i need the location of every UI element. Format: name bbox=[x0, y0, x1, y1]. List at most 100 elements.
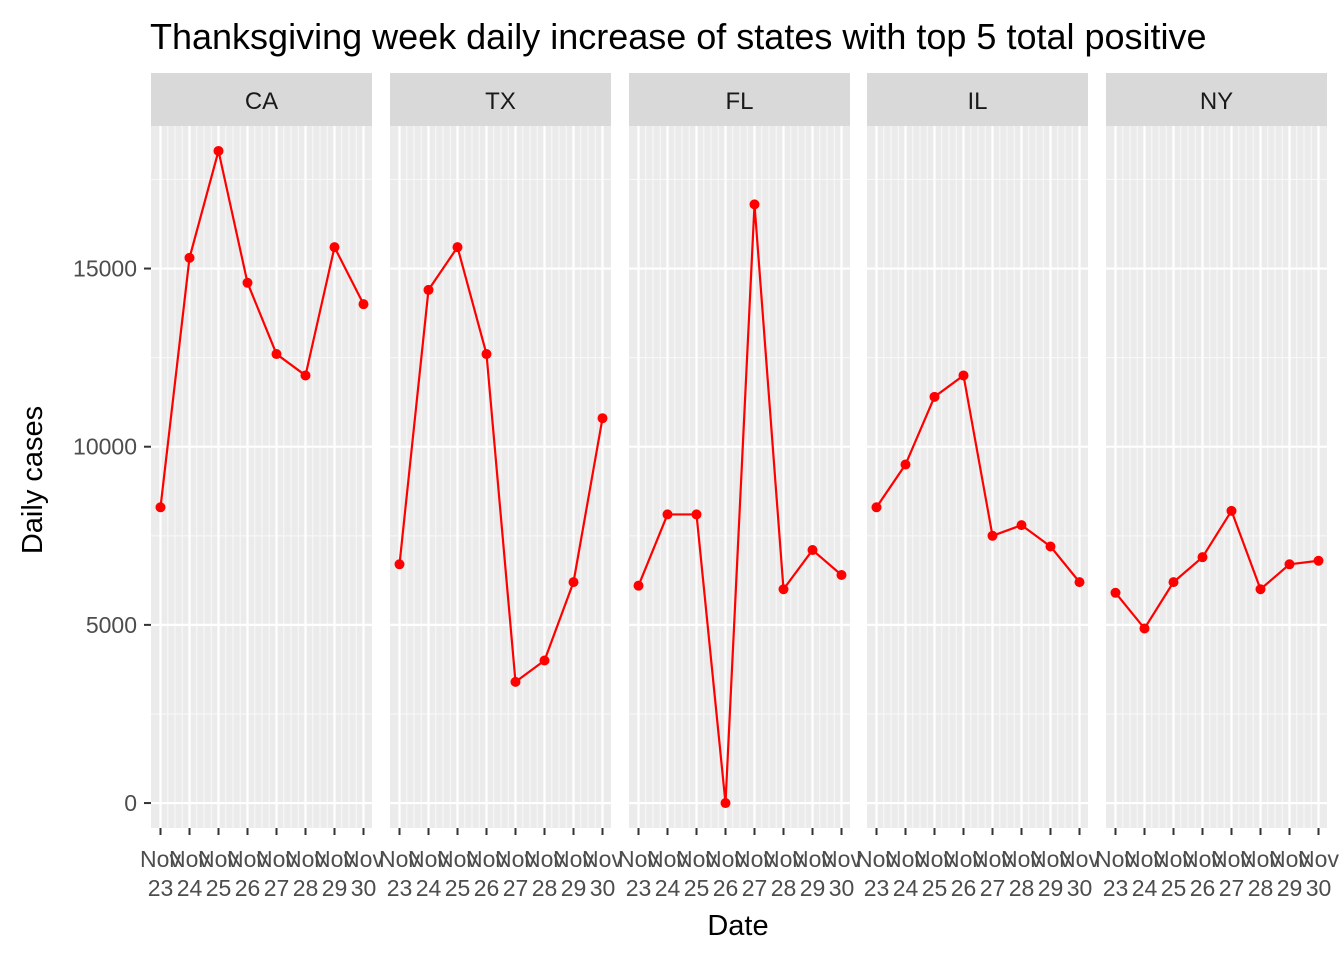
x-tick-label: Nov 25 bbox=[437, 846, 478, 901]
facet-strip bbox=[1106, 73, 1327, 126]
x-tick-label: Nov 25 bbox=[676, 846, 717, 901]
x-tick-label: Nov 27 bbox=[972, 846, 1013, 901]
x-tick-label: Nov 23 bbox=[618, 846, 659, 901]
x-tick-label: Nov 24 bbox=[408, 846, 449, 901]
data-point bbox=[662, 509, 673, 520]
data-point bbox=[242, 277, 253, 288]
x-tick-label: Nov 24 bbox=[885, 846, 926, 901]
data-point bbox=[720, 798, 731, 809]
x-tick-label: Nov 26 bbox=[943, 846, 984, 901]
x-tick-label: Nov 30 bbox=[343, 846, 384, 901]
data-point bbox=[749, 199, 760, 210]
data-point bbox=[1045, 541, 1056, 552]
data-point bbox=[1168, 577, 1179, 588]
facet-strip bbox=[390, 73, 611, 126]
x-tick-label: Nov 23 bbox=[1095, 846, 1136, 901]
data-point bbox=[1110, 587, 1121, 598]
x-tick-label: Nov 30 bbox=[1059, 846, 1100, 901]
data-point bbox=[510, 676, 521, 687]
facet-strip-label: IL bbox=[967, 88, 987, 115]
data-point bbox=[1284, 559, 1295, 570]
data-point bbox=[987, 530, 998, 541]
x-tick-label: Nov 29 bbox=[1030, 846, 1071, 901]
data-point bbox=[155, 502, 166, 513]
x-tick-label: Nov 26 bbox=[466, 846, 507, 901]
data-point bbox=[329, 242, 340, 253]
y-axis: 0 5000 10000 15000 bbox=[73, 256, 151, 816]
data-point bbox=[1074, 577, 1085, 588]
data-point bbox=[1016, 520, 1027, 531]
data-point bbox=[539, 655, 550, 666]
series-line-ca bbox=[159, 149, 365, 508]
y-axis-title: Daily cases bbox=[17, 406, 49, 554]
x-tick-label: Nov 24 bbox=[647, 846, 688, 901]
data-point bbox=[1226, 505, 1237, 516]
x-tick-label: Nov 28 bbox=[524, 846, 565, 901]
x-tick-label: Nov 24 bbox=[1124, 846, 1165, 901]
data-point bbox=[1255, 584, 1266, 595]
x-tick-label: Nov 25 bbox=[914, 846, 955, 901]
x-tick-label: Nov 26 bbox=[227, 846, 268, 901]
x-tick-label: Nov 27 bbox=[734, 846, 775, 901]
x-tick-label: Nov 29 bbox=[1269, 846, 1310, 901]
x-tick-label: Nov 30 bbox=[582, 846, 623, 901]
data-point bbox=[778, 584, 789, 595]
data-point bbox=[271, 349, 282, 360]
data-point bbox=[929, 391, 940, 402]
data-point bbox=[871, 502, 882, 513]
series-line-ny bbox=[1114, 509, 1319, 630]
facet-strip bbox=[629, 73, 850, 126]
x-tick-label: Nov 23 bbox=[856, 846, 897, 901]
x-tick-label: Nov 28 bbox=[763, 846, 804, 901]
x-tick-label: Nov 26 bbox=[1182, 846, 1223, 901]
x-tick-label: Nov 25 bbox=[198, 846, 239, 901]
data-point bbox=[184, 252, 195, 263]
data-point bbox=[597, 413, 608, 424]
x-tick-label: Nov 30 bbox=[821, 846, 862, 901]
y-tick-label: 10000 bbox=[73, 434, 137, 460]
data-point bbox=[452, 242, 463, 253]
x-tick-label: Nov 23 bbox=[140, 846, 181, 901]
data-point bbox=[1313, 555, 1324, 566]
x-tick-label: Nov 28 bbox=[285, 846, 326, 901]
x-tick-label: Nov 24 bbox=[169, 846, 210, 901]
data-point bbox=[1139, 623, 1150, 634]
series-line-il bbox=[875, 374, 1081, 583]
chart-title: Thanksgiving week daily increase of stat… bbox=[150, 16, 1207, 57]
x-tick-label: Nov 27 bbox=[495, 846, 536, 901]
x-tick-label: Nov 29 bbox=[314, 846, 355, 901]
data-point bbox=[481, 349, 492, 360]
x-tick-label: Nov 27 bbox=[256, 846, 297, 901]
series-line-tx bbox=[398, 246, 604, 683]
x-tick-label: Nov 26 bbox=[705, 846, 746, 901]
x-tick-label: Nov 27 bbox=[1211, 846, 1252, 901]
data-point bbox=[691, 509, 702, 520]
data-point bbox=[394, 559, 405, 570]
data-point bbox=[836, 569, 847, 580]
data-point bbox=[423, 284, 434, 295]
x-tick-label: Nov 29 bbox=[792, 846, 833, 901]
facet-strip-label: NY bbox=[1200, 88, 1233, 115]
y-tick-label: 15000 bbox=[73, 256, 137, 282]
data-point bbox=[300, 370, 311, 381]
x-tick-label: Nov 25 bbox=[1153, 846, 1194, 901]
y-tick-label: 5000 bbox=[86, 612, 137, 638]
facet-strip bbox=[151, 73, 372, 126]
x-tick-label: Nov 23 bbox=[379, 846, 420, 901]
data-point bbox=[1197, 552, 1208, 563]
data-point bbox=[568, 577, 579, 588]
x-tick-label: Nov 28 bbox=[1001, 846, 1042, 901]
facet-strip-label: TX bbox=[485, 88, 516, 115]
x-axis-title: Date bbox=[707, 910, 768, 942]
facet-strip-label: FL bbox=[725, 88, 753, 115]
data-point bbox=[900, 459, 911, 470]
x-tick-label: Nov 29 bbox=[553, 846, 594, 901]
y-tick-label: 0 bbox=[124, 790, 137, 816]
data-point bbox=[633, 580, 644, 591]
